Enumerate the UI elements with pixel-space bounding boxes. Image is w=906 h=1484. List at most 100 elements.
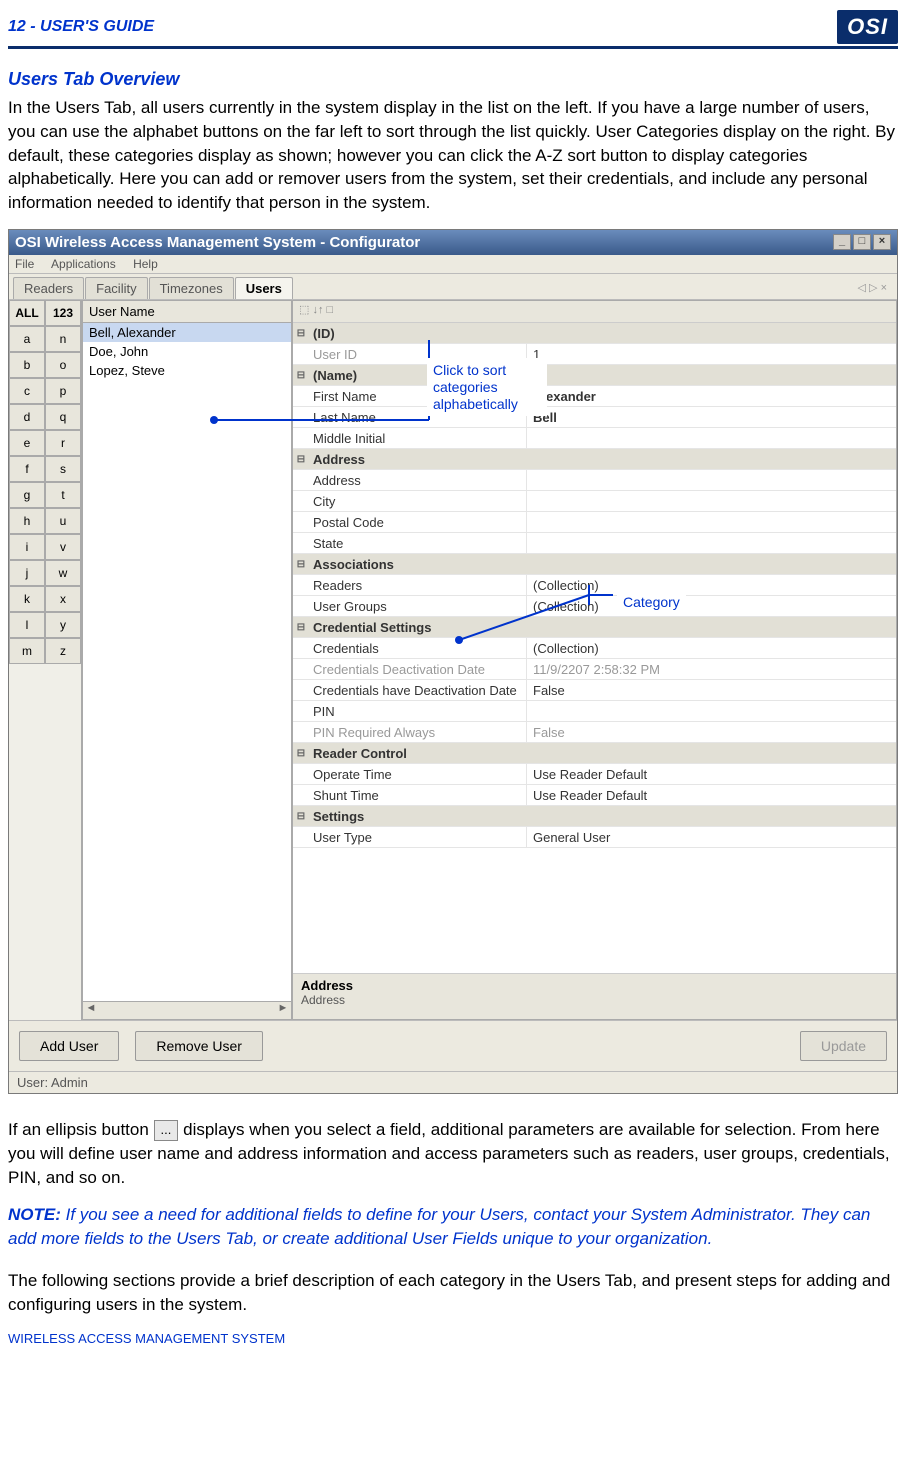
property-description: Address Address (293, 973, 896, 1019)
alpha-q[interactable]: q (45, 404, 81, 430)
note-paragraph: NOTE: If you see a need for additional f… (8, 1203, 898, 1251)
tab-dock-controls[interactable]: ◁ ▷ × (858, 277, 893, 299)
property-row[interactable]: Operate TimeUse Reader Default (293, 764, 896, 785)
ellipsis-paragraph: If an ellipsis button ... displays when … (8, 1118, 898, 1189)
user-item[interactable]: Doe, John (83, 342, 291, 361)
user-item[interactable]: Lopez, Steve (83, 361, 291, 380)
property-row[interactable]: Readers(Collection) (293, 575, 896, 596)
tab-facility[interactable]: Facility (85, 277, 147, 299)
property-category[interactable]: ⊟(Name) (293, 365, 896, 386)
alpha-l[interactable]: l (9, 612, 45, 638)
desc-title: Address (301, 978, 888, 993)
property-row[interactable]: Postal Code (293, 512, 896, 533)
app-window: OSI Wireless Access Management System - … (8, 229, 898, 1094)
property-row[interactable]: Credentials(Collection) (293, 638, 896, 659)
alpha-u[interactable]: u (45, 508, 81, 534)
tab-users[interactable]: Users (235, 277, 293, 299)
alpha-123[interactable]: 123 (45, 300, 81, 326)
footer: WIRELESS ACCESS MANAGEMENT SYSTEM (8, 1331, 898, 1346)
property-grid: ⬚ ↓↑ □ ⊟(ID)User ID1⊟(Name)First NameAle… (292, 300, 897, 1020)
alpha-v[interactable]: v (45, 534, 81, 560)
callout-sort: Click to sort categories alphabetically (427, 358, 547, 416)
alpha-h[interactable]: h (9, 508, 45, 534)
alpha-m[interactable]: m (9, 638, 45, 664)
alpha-g[interactable]: g (9, 482, 45, 508)
property-row[interactable]: Credentials Deactivation Date11/9/2207 2… (293, 659, 896, 680)
alpha-x[interactable]: x (45, 586, 81, 612)
tab-bar: Readers Facility Timezones Users ◁ ▷ × (9, 274, 897, 300)
note-label: NOTE: (8, 1205, 61, 1224)
alpha-z[interactable]: z (45, 638, 81, 664)
alpha-r[interactable]: r (45, 430, 81, 456)
alpha-t[interactable]: t (45, 482, 81, 508)
alpha-w[interactable]: w (45, 560, 81, 586)
intro-paragraph: In the Users Tab, all users currently in… (8, 96, 898, 215)
alpha-y[interactable]: y (45, 612, 81, 638)
remove-user-button[interactable]: Remove User (135, 1031, 263, 1061)
user-list-header[interactable]: User Name (83, 301, 291, 323)
menu-bar: File Applications Help (9, 255, 897, 274)
property-row[interactable]: City (293, 491, 896, 512)
user-list: User Name Bell, AlexanderDoe, JohnLopez,… (82, 300, 292, 1020)
alpha-e[interactable]: e (9, 430, 45, 456)
alphabet-filter: ALLabcdefghijklm 123nopqrstuvwxyz (9, 300, 82, 1020)
close-icon[interactable]: × (873, 234, 891, 250)
alpha-s[interactable]: s (45, 456, 81, 482)
property-category[interactable]: ⊟Address (293, 449, 896, 470)
alpha-c[interactable]: c (9, 378, 45, 404)
alpha-k[interactable]: k (9, 586, 45, 612)
button-bar: Add User Remove User Update (9, 1020, 897, 1071)
menu-help[interactable]: Help (133, 257, 158, 271)
alpha-o[interactable]: o (45, 352, 81, 378)
property-row[interactable]: User Groups(Collection) (293, 596, 896, 617)
closing-paragraph: The following sections provide a brief d… (8, 1269, 898, 1317)
property-row[interactable]: Middle Initial (293, 428, 896, 449)
user-item[interactable]: Bell, Alexander (83, 323, 291, 342)
property-row[interactable]: User TypeGeneral User (293, 827, 896, 848)
alpha-i[interactable]: i (9, 534, 45, 560)
menu-applications[interactable]: Applications (51, 257, 116, 271)
maximize-icon[interactable]: □ (853, 234, 871, 250)
callout-category: Category (617, 590, 686, 615)
property-row[interactable]: PIN (293, 701, 896, 722)
property-category[interactable]: ⊟Associations (293, 554, 896, 575)
property-category[interactable]: ⊟Settings (293, 806, 896, 827)
header-page-label: 12 - USER'S GUIDE (8, 18, 154, 36)
property-row[interactable]: Address (293, 470, 896, 491)
page-header: 12 - USER'S GUIDE OSI (8, 10, 898, 49)
window-title: OSI Wireless Access Management System - … (15, 234, 420, 251)
alpha-ALL[interactable]: ALL (9, 300, 45, 326)
property-category[interactable]: ⊟Credential Settings (293, 617, 896, 638)
menu-file[interactable]: File (15, 257, 34, 271)
status-bar: User: Admin (9, 1071, 897, 1093)
alpha-f[interactable]: f (9, 456, 45, 482)
ellipsis-icon: ... (154, 1120, 179, 1140)
update-button[interactable]: Update (800, 1031, 887, 1061)
alpha-d[interactable]: d (9, 404, 45, 430)
tab-timezones[interactable]: Timezones (149, 277, 234, 299)
add-user-button[interactable]: Add User (19, 1031, 119, 1061)
property-row[interactable]: First NameAlexander (293, 386, 896, 407)
property-category[interactable]: ⊟Reader Control (293, 743, 896, 764)
property-row[interactable]: Credentials have Deactivation DateFalse (293, 680, 896, 701)
tab-readers[interactable]: Readers (13, 277, 84, 299)
alpha-n[interactable]: n (45, 326, 81, 352)
alpha-a[interactable]: a (9, 326, 45, 352)
property-row[interactable]: PIN Required AlwaysFalse (293, 722, 896, 743)
alpha-b[interactable]: b (9, 352, 45, 378)
logo: OSI (837, 10, 898, 44)
property-row[interactable]: Last NameBell (293, 407, 896, 428)
horizontal-scrollbar[interactable]: ◄► (83, 1001, 291, 1019)
titlebar: OSI Wireless Access Management System - … (9, 230, 897, 255)
alpha-p[interactable]: p (45, 378, 81, 404)
content-area: ALLabcdefghijklm 123nopqrstuvwxyz User N… (9, 300, 897, 1020)
property-row[interactable]: Shunt TimeUse Reader Default (293, 785, 896, 806)
property-toolbar[interactable]: ⬚ ↓↑ □ (293, 301, 896, 323)
property-row[interactable]: State (293, 533, 896, 554)
minimize-icon[interactable]: _ (833, 234, 851, 250)
property-row[interactable]: User ID1 (293, 344, 896, 365)
alpha-j[interactable]: j (9, 560, 45, 586)
section-title: Users Tab Overview (8, 69, 898, 90)
desc-subtitle: Address (301, 993, 888, 1007)
property-category[interactable]: ⊟(ID) (293, 323, 896, 344)
